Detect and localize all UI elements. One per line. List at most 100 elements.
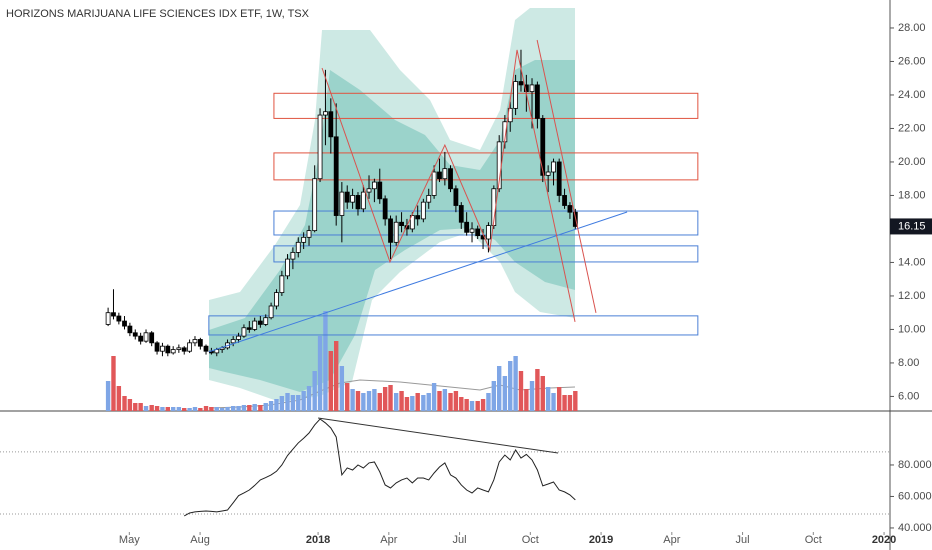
candle-body [122, 320, 127, 327]
candle-body [257, 320, 263, 325]
x-tick-label: Oct [522, 534, 539, 546]
volume-bar [475, 401, 480, 411]
candle-body [426, 195, 432, 203]
x-tick-label: Jul [453, 534, 467, 546]
volume-bar [388, 385, 393, 411]
candle-body [274, 292, 279, 307]
volume-bar [263, 403, 268, 411]
volume-bar [160, 407, 165, 411]
candle-body [534, 84, 540, 119]
candle-body [437, 171, 442, 180]
candle-body [393, 221, 399, 243]
volume-bar [323, 311, 328, 411]
candle-body [333, 136, 339, 216]
indicator-cloud [208, 8, 576, 409]
volume-bar [350, 389, 355, 411]
candle-body [464, 221, 470, 233]
rsi-line [183, 418, 576, 517]
candle-body [252, 320, 258, 330]
x-tick-label: Aug [190, 534, 210, 546]
candle-body [556, 161, 562, 196]
y-tick-label: 14.00 [898, 256, 926, 268]
x-tick-label: 2020 [872, 534, 896, 546]
candle-body [241, 327, 247, 337]
volume-bar [464, 399, 469, 411]
candle-body [540, 118, 546, 176]
candle-body [360, 191, 366, 210]
volume-bar [399, 391, 404, 411]
zone-box [273, 210, 699, 236]
y-tick-label: 8.00 [898, 357, 919, 369]
volume-bar [241, 405, 247, 411]
candle-body [279, 275, 285, 293]
volume-bar [285, 393, 290, 411]
y-tick-label: 24.00 [898, 89, 926, 101]
candle-body [518, 81, 524, 86]
candle-body [246, 327, 252, 330]
volume-bar [138, 403, 143, 411]
volume-bar [372, 389, 377, 411]
volume-bar [116, 386, 122, 411]
chart-title: HORIZONS MARIJUANA LIFE SCIENCES IDX ETF… [6, 8, 310, 20]
volume-bar [459, 397, 464, 411]
candle-body [192, 339, 198, 344]
volume-bar [165, 407, 171, 411]
candle-body [285, 258, 290, 277]
x-tick-label: Oct [805, 534, 822, 546]
volume-bar [491, 381, 497, 411]
candle-body [377, 181, 383, 200]
volume-bar [192, 407, 198, 411]
x-tick-label: Apr [380, 534, 397, 546]
volume-bar [377, 393, 382, 411]
rsi-tick-label: 80.0000 [898, 459, 932, 471]
candle-body [355, 195, 361, 210]
candle-body [165, 345, 171, 354]
volume-bar [230, 406, 236, 411]
y-tick-label: 20.00 [898, 156, 926, 168]
volume-bar [508, 361, 513, 411]
candle-body [323, 111, 328, 116]
volume-bar [426, 393, 431, 411]
volume-bar [317, 336, 323, 411]
y-tick-label: 10.00 [898, 323, 926, 335]
candle-body [442, 168, 448, 180]
volume-bar [333, 341, 339, 411]
y-tick-label: 12.00 [898, 290, 926, 302]
volume-bar [393, 393, 399, 411]
candle-body [328, 111, 334, 138]
volume-bar [513, 356, 518, 411]
rsi-trend-line [318, 417, 559, 454]
candle-body [562, 195, 567, 206]
volume-bar [410, 396, 415, 411]
volume-bar [448, 393, 453, 411]
candle-body [339, 191, 345, 216]
candle-body [295, 241, 301, 253]
volume-bar [382, 387, 388, 411]
volume-bar [545, 387, 551, 411]
candle-body [551, 161, 556, 173]
candle-body [230, 339, 236, 344]
volume-bar [258, 405, 263, 411]
volume-bar [312, 371, 317, 411]
candle-body [567, 205, 573, 213]
last-price-label: 16.15 [898, 220, 926, 232]
candle-body [409, 215, 415, 230]
candle-body [453, 188, 459, 206]
candle-body [312, 178, 318, 232]
candle-body [371, 181, 377, 190]
trend-line [536, 39, 597, 313]
candle-body [448, 168, 453, 190]
candle-body [197, 339, 203, 347]
volume-bar [149, 405, 154, 411]
volume-bar [301, 391, 306, 411]
candle-body [203, 345, 209, 352]
volume-bar [453, 391, 459, 411]
candle-body [344, 191, 350, 203]
volume-bar [540, 376, 545, 411]
volume-bar [268, 401, 274, 411]
y-tick-label: 28.00 [898, 22, 926, 34]
volume-bar [122, 396, 127, 411]
candle-body [132, 332, 138, 337]
volume-bar [535, 369, 540, 411]
candle-body [187, 342, 193, 352]
